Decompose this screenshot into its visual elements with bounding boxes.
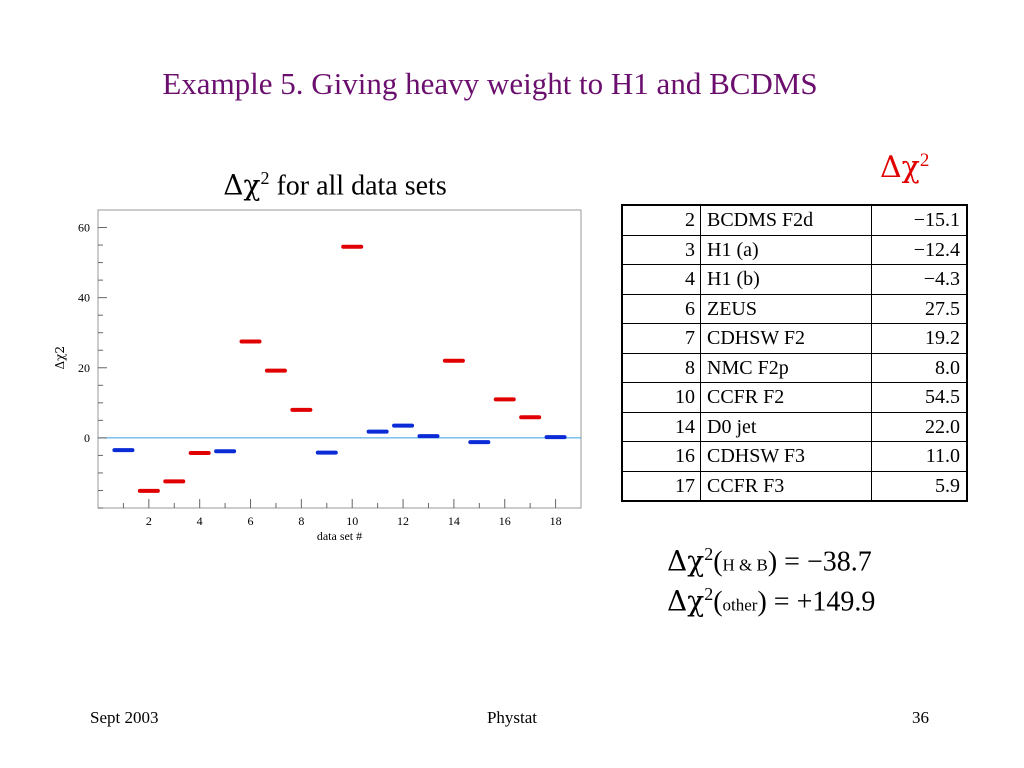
x-tick-label: 6 — [248, 514, 254, 528]
delta-chi2-chart: 0 20 40 60 2 4 6 8 10 12 14 16 18 data set # Δχ2 — [53, 209, 582, 543]
table-title-delta: Δχ — [880, 150, 920, 185]
table-row: 10 CCFR F2 54.5 — [621, 382, 968, 413]
summary-hb: Δχ2(H & B) = −38.7 — [667, 544, 872, 578]
delta-chi2-value-cell: 19.2 — [871, 323, 968, 354]
set-number-cell: 2 — [621, 204, 701, 236]
set-number-cell: 7 — [621, 323, 701, 354]
delta-chi2-value-cell: 54.5 — [871, 382, 968, 413]
delta-chi2-table: 2 BCDMS F2d −15.1 3 H1 (a) −12.4 4 H1 (b) −4.3 6 Z… — [621, 204, 968, 502]
y-tick-label: 0 — [84, 431, 90, 445]
delta-chi2-value-cell: 5.9 — [871, 470, 968, 502]
data-set-name-cell: H1 (b) — [700, 264, 872, 295]
x-axis-label: data set # — [317, 529, 362, 543]
set-number-cell: 10 — [621, 382, 701, 413]
x-tick-label: 16 — [499, 514, 511, 528]
summary-other-value: ) = +149.9 — [757, 586, 876, 618]
summary-hb-sup: 2 — [704, 544, 714, 564]
summary-other-prefix: Δχ — [667, 584, 705, 618]
summary-hb-open: ( — [713, 546, 723, 578]
data-set-name-cell: CDHSW F2 — [700, 323, 872, 354]
delta-chi2-value-cell: 11.0 — [871, 441, 968, 472]
y-tick-label: 20 — [78, 361, 90, 375]
table-row: 6 ZEUS 27.5 — [621, 293, 968, 324]
data-set-name-cell: H1 (a) — [700, 234, 872, 265]
delta-chi2-value-cell: 22.0 — [871, 411, 968, 442]
set-number-cell: 3 — [621, 234, 701, 265]
set-number-cell: 6 — [621, 293, 701, 324]
chart-title-sup: 2 — [260, 168, 270, 188]
table-row: 17 CCFR F3 5.9 — [621, 470, 968, 502]
delta-chi2-value-cell: −12.4 — [871, 234, 968, 265]
delta-chi2-value-cell: 8.0 — [871, 352, 968, 383]
summary-hb-value: ) = −38.7 — [767, 546, 872, 578]
delta-chi2-value-cell: 27.5 — [871, 293, 968, 324]
set-number-cell: 8 — [621, 352, 701, 383]
x-tick-label: 10 — [346, 514, 358, 528]
table-row: 7 CDHSW F2 19.2 — [621, 323, 968, 354]
y-axis-label: Δχ2 — [53, 346, 67, 370]
chart-title-rest: for all data sets — [269, 170, 447, 202]
summary-other: Δχ2(other) = +149.9 — [667, 584, 875, 618]
x-tick-label: 2 — [146, 514, 152, 528]
data-set-name-cell: CDHSW F3 — [700, 441, 872, 472]
y-tick-label: 40 — [78, 291, 90, 305]
delta-chi2-value-cell: −15.1 — [871, 204, 968, 236]
x-tick-label: 18 — [550, 514, 562, 528]
set-number-cell: 14 — [621, 411, 701, 442]
slide-title: Example 5. Giving heavy weight to H1 and… — [162, 66, 818, 101]
table-row: 8 NMC F2p 8.0 — [621, 352, 968, 383]
table-row: 3 H1 (a) −12.4 — [621, 234, 968, 265]
x-tick-label: 12 — [397, 514, 409, 528]
table-title: Δχ2 — [880, 150, 929, 185]
data-set-name-cell: NMC F2p — [700, 352, 872, 383]
data-set-name-cell: ZEUS — [700, 293, 872, 324]
delta-chi2-value-cell: −4.3 — [871, 264, 968, 295]
chart-title-delta: Δχ — [223, 168, 261, 202]
set-number-cell: 17 — [621, 470, 701, 502]
set-number-cell: 4 — [621, 264, 701, 295]
table-row: 2 BCDMS F2d −15.1 — [621, 204, 968, 236]
summary-hb-label: H & B — [722, 555, 768, 575]
y-tick-label: 60 — [78, 221, 90, 235]
set-number-cell: 16 — [621, 441, 701, 472]
summary-other-open: ( — [713, 586, 723, 618]
x-tick-label: 8 — [298, 514, 304, 528]
data-set-name-cell: CCFR F3 — [700, 470, 872, 502]
footer-date: Sept 2003 — [90, 708, 159, 727]
x-tick-label: 4 — [197, 514, 203, 528]
summary-hb-prefix: Δχ — [667, 544, 705, 578]
chart-title: Δχ2 for all data sets — [130, 168, 540, 202]
table-row: 4 H1 (b) −4.3 — [621, 264, 968, 295]
x-tick-label: 14 — [448, 514, 460, 528]
footer-conference: Phystat — [486, 708, 538, 727]
summary-other-label: other — [722, 595, 758, 615]
footer-page-number: 36 — [912, 708, 929, 727]
data-set-name-cell: BCDMS F2d — [700, 204, 872, 236]
data-set-name-cell: CCFR F2 — [700, 382, 872, 413]
data-set-name-cell: D0 jet — [700, 411, 872, 442]
table-title-sup: 2 — [919, 150, 930, 171]
table-row: 16 CDHSW F3 11.0 — [621, 441, 968, 472]
table-row: 14 D0 jet 22.0 — [621, 411, 968, 442]
plot-frame — [97, 209, 582, 509]
summary-other-sup: 2 — [704, 584, 714, 604]
